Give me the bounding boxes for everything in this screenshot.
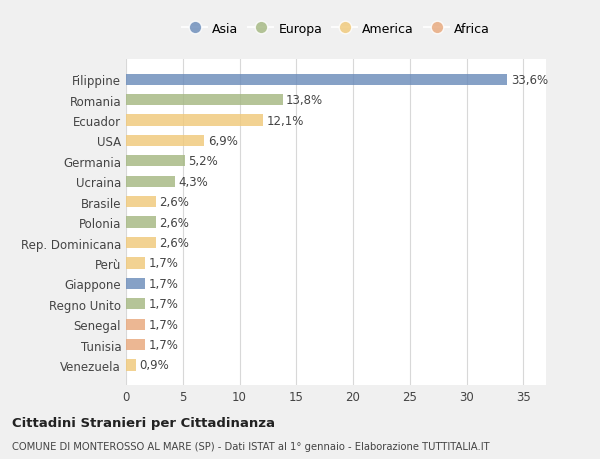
Bar bbox=[126, 217, 155, 228]
Text: 33,6%: 33,6% bbox=[511, 73, 548, 87]
Text: 1,7%: 1,7% bbox=[149, 297, 179, 311]
Text: 6,9%: 6,9% bbox=[208, 134, 238, 148]
Text: 13,8%: 13,8% bbox=[286, 94, 323, 107]
Text: 1,7%: 1,7% bbox=[149, 277, 179, 290]
Bar bbox=[126, 196, 155, 208]
Bar bbox=[126, 237, 155, 249]
Text: 2,6%: 2,6% bbox=[159, 196, 189, 209]
Bar bbox=[126, 319, 145, 330]
Bar bbox=[126, 176, 175, 187]
Bar bbox=[126, 278, 145, 289]
Bar bbox=[126, 298, 145, 310]
Text: 12,1%: 12,1% bbox=[267, 114, 304, 127]
Text: 1,7%: 1,7% bbox=[149, 257, 179, 270]
Bar bbox=[126, 135, 205, 147]
Text: 4,3%: 4,3% bbox=[178, 175, 208, 188]
Bar bbox=[126, 339, 145, 350]
Text: Cittadini Stranieri per Cittadinanza: Cittadini Stranieri per Cittadinanza bbox=[12, 416, 275, 429]
Text: 1,7%: 1,7% bbox=[149, 338, 179, 351]
Text: 2,6%: 2,6% bbox=[159, 236, 189, 249]
Text: 5,2%: 5,2% bbox=[188, 155, 218, 168]
Bar bbox=[126, 359, 136, 371]
Legend: Asia, Europa, America, Africa: Asia, Europa, America, Africa bbox=[179, 20, 493, 38]
Bar bbox=[126, 258, 145, 269]
Text: 0,9%: 0,9% bbox=[140, 358, 169, 372]
Text: 1,7%: 1,7% bbox=[149, 318, 179, 331]
Bar bbox=[126, 95, 283, 106]
Bar bbox=[126, 115, 263, 126]
Text: 2,6%: 2,6% bbox=[159, 216, 189, 229]
Bar bbox=[126, 74, 508, 86]
Bar bbox=[126, 156, 185, 167]
Text: COMUNE DI MONTEROSSO AL MARE (SP) - Dati ISTAT al 1° gennaio - Elaborazione TUTT: COMUNE DI MONTEROSSO AL MARE (SP) - Dati… bbox=[12, 441, 490, 451]
